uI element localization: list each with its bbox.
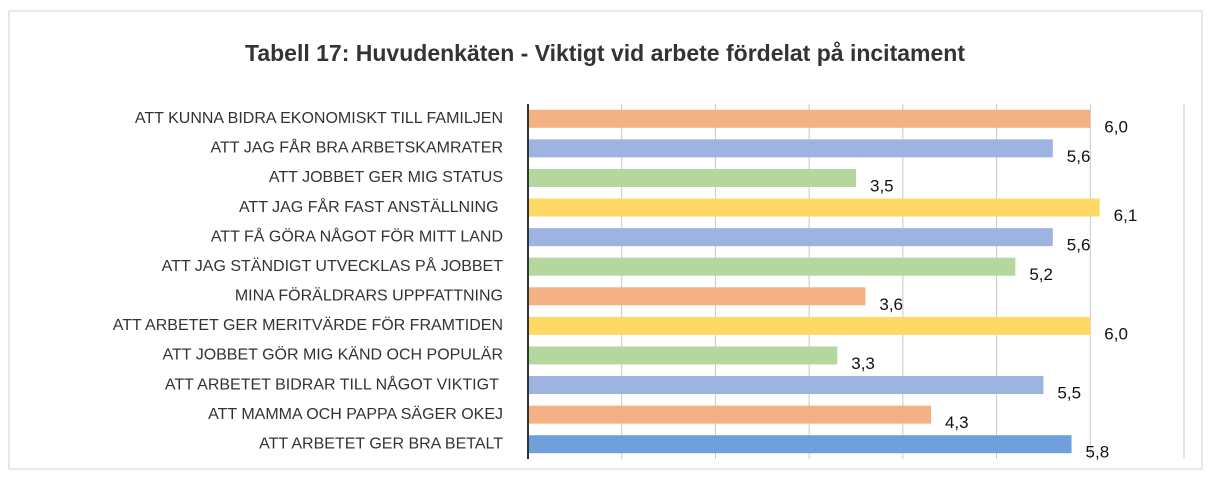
- y-tick-label: ATT KUNNA BIDRA EKONOMISKT TILL FAMILJEN: [135, 110, 503, 127]
- y-tick-label: ATT ARBETET BIDRAR TILL NÅGOT VIKTIGT: [165, 374, 503, 393]
- y-tick-label: ATT ARBETET GER MERITVÄRDE FÖR FRAMTIDEN: [113, 316, 503, 334]
- data-label: 3,3: [851, 354, 875, 373]
- y-tick-label: MINA FÖRÄLDRARS UPPFATTNING: [235, 287, 503, 305]
- bar: [528, 316, 1091, 335]
- data-label: 6,0: [1104, 117, 1128, 136]
- y-tick-label: ATT ARBETET GER BRA BETALT: [259, 435, 503, 452]
- data-label: 5,6: [1067, 147, 1091, 166]
- bar: [528, 109, 1091, 128]
- data-label: 6,1: [1114, 206, 1138, 225]
- bar: [528, 168, 856, 187]
- data-label: 5,2: [1029, 265, 1053, 284]
- y-tick-label: ATT JAG FÅR FAST ANSTÄLLNING: [239, 197, 503, 216]
- y-tick-label: ATT JOBBET GER MIG STATUS: [269, 169, 503, 186]
- data-label: 6,0: [1104, 324, 1128, 343]
- chart-title: Tabell 17: Huvudenkäten - Viktigt vid ar…: [245, 40, 965, 66]
- data-label: 5,6: [1067, 236, 1091, 255]
- bar: [528, 346, 838, 365]
- bar: [528, 257, 1016, 276]
- bar: [528, 376, 1044, 395]
- y-tick-label: ATT JOBBET GÖR MIG KÄND OCH POPULÄR: [163, 346, 504, 364]
- y-tick-label: ATT JAG FÅR BRA ARBETSKAMRATER: [211, 138, 504, 157]
- data-label: 4,3: [945, 413, 969, 432]
- bar: [528, 287, 866, 306]
- bar: [528, 198, 1100, 217]
- bar: [528, 405, 931, 424]
- bar: [528, 228, 1053, 247]
- y-tick-label: ATT FÅ GÖRA NÅGOT FÖR MITT LAND: [211, 226, 503, 245]
- data-label: 3,6: [879, 295, 903, 314]
- data-label: 5,8: [1086, 443, 1110, 462]
- data-label: 5,5: [1057, 384, 1081, 403]
- bar: [528, 435, 1072, 454]
- y-tick-label: ATT MAMMA OCH PAPPA SÄGER OKEJ: [208, 405, 503, 423]
- bar: [528, 139, 1053, 158]
- data-label: 3,5: [870, 176, 894, 195]
- y-tick-label: ATT JAG STÄNDIGT UTVECKLAS PÅ JOBBET: [162, 256, 504, 275]
